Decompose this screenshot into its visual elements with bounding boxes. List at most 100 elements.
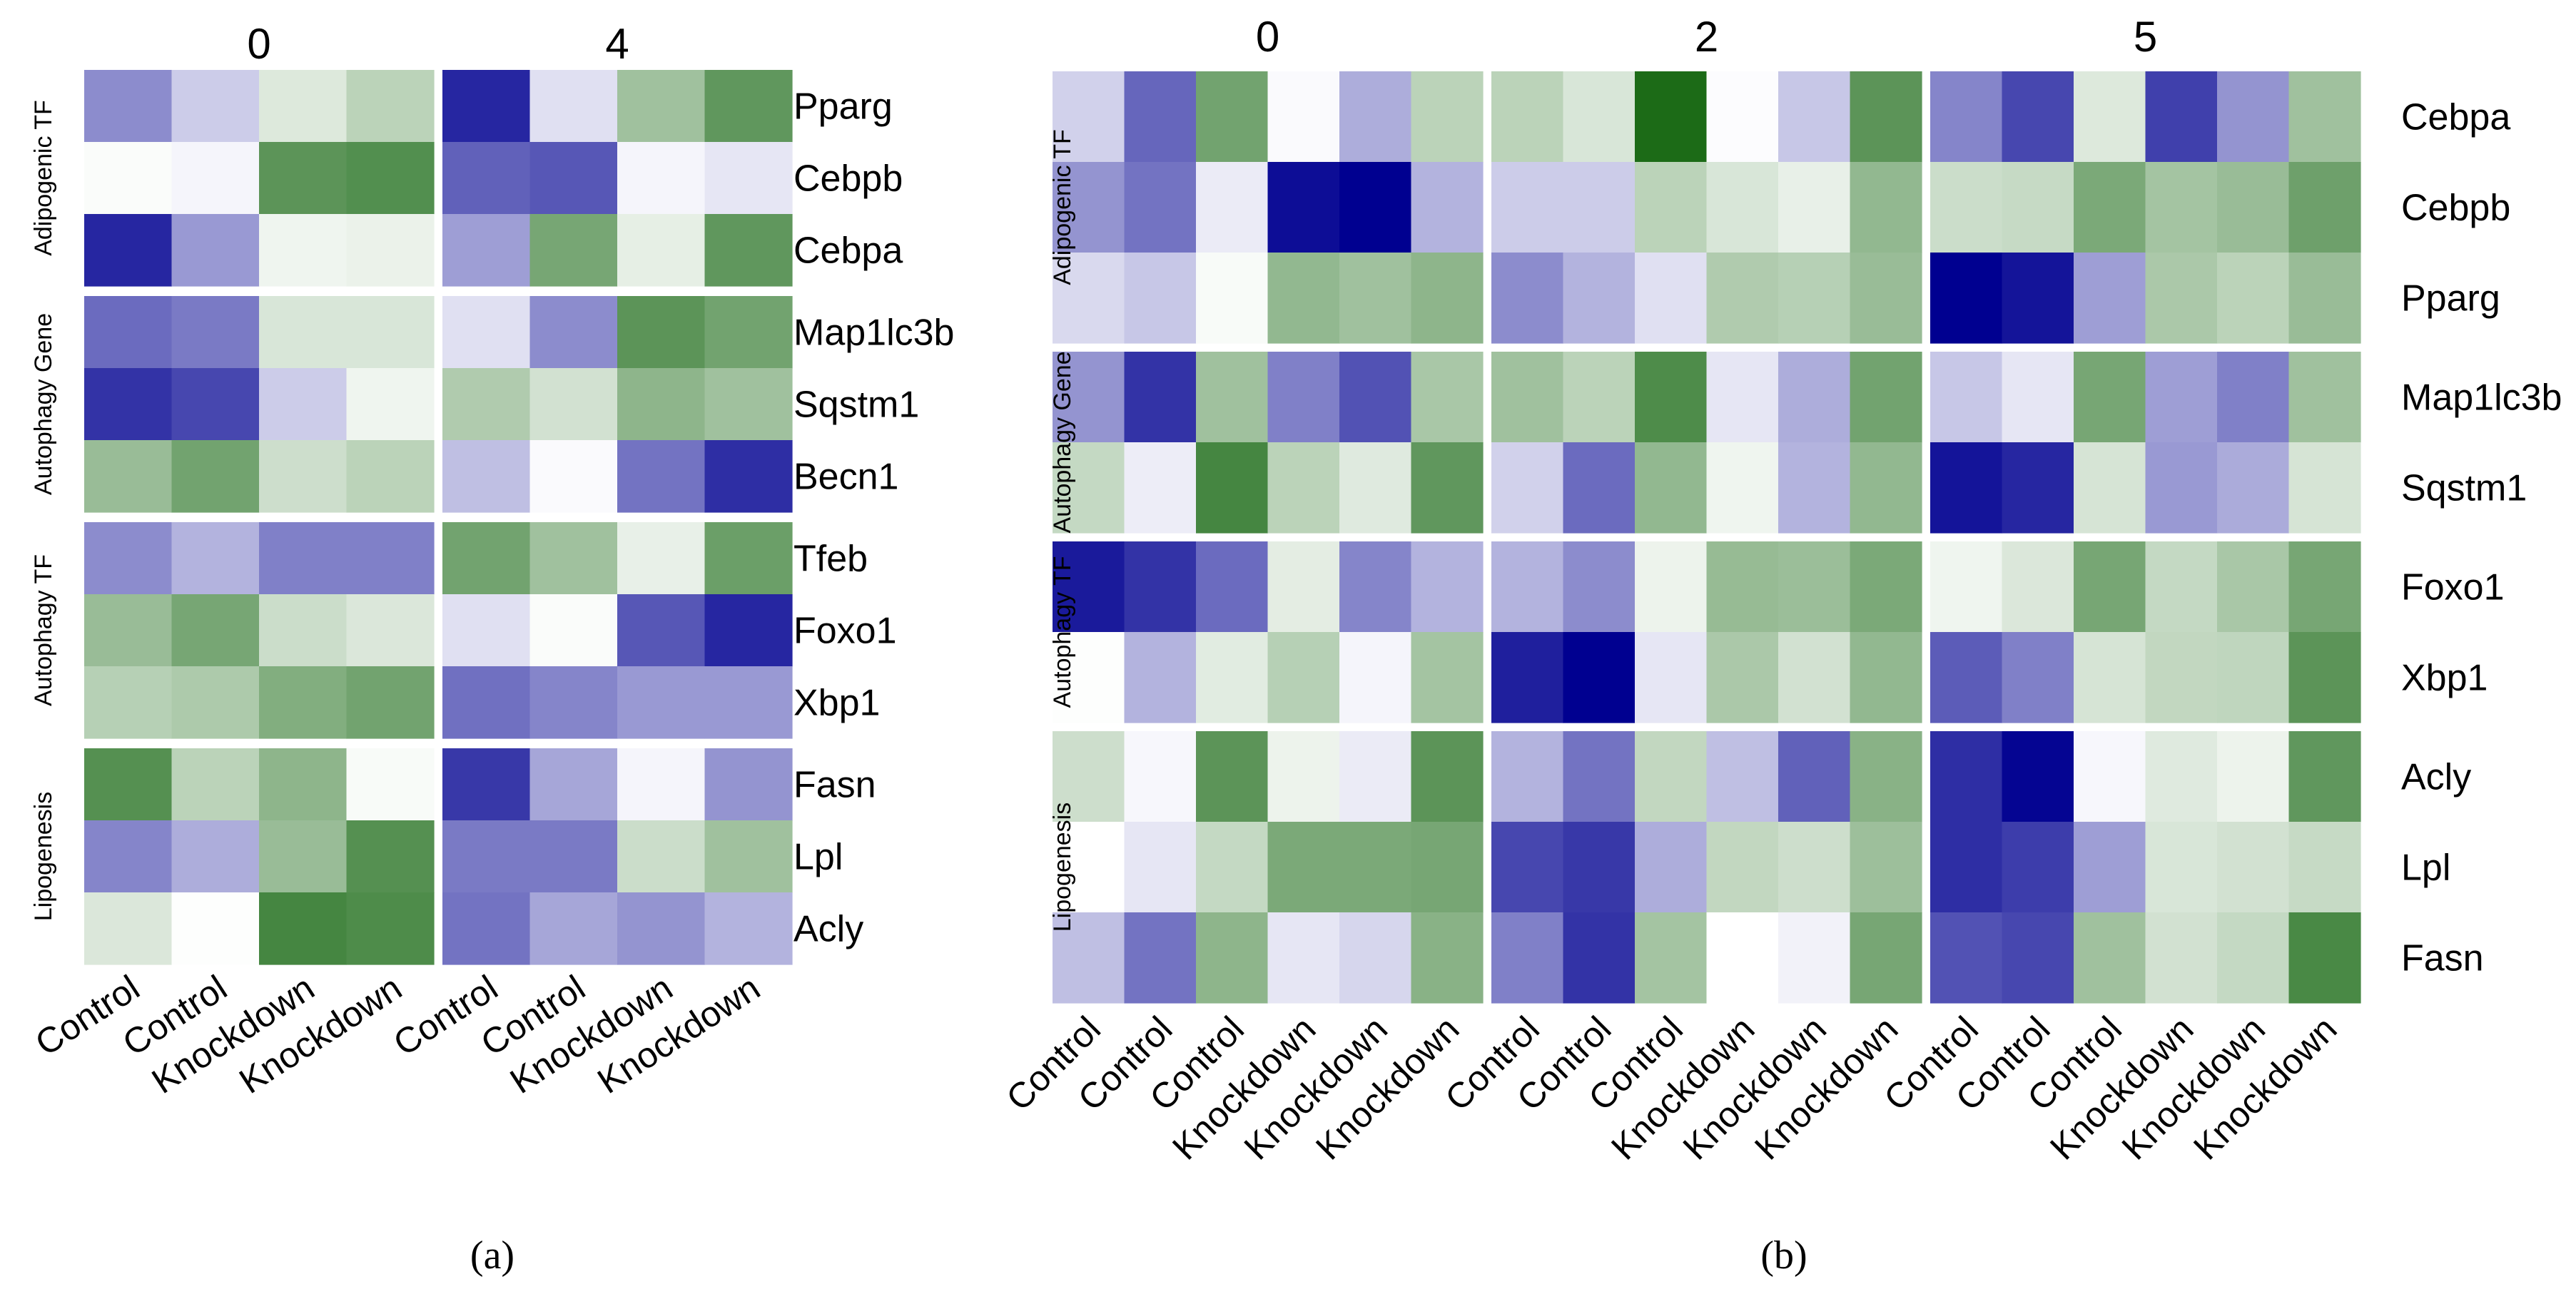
heatmap-cell xyxy=(1706,442,1779,534)
heatmap-panel-b: 0 2 5 Cebpa Cebpb Pparg Adipogenic TF Map1lc3b S… xyxy=(998,13,2562,1278)
heatmap-cell xyxy=(1267,352,1340,443)
group-label: Adipogenic TF xyxy=(30,100,57,256)
heatmap-cell xyxy=(1339,541,1412,633)
heatmap-cell xyxy=(1706,162,1779,253)
heatmap-cell xyxy=(1339,352,1412,443)
gene-label: Acly xyxy=(793,909,863,950)
heatmap-cell xyxy=(259,296,348,369)
heatmap-cell xyxy=(704,214,793,287)
heatmap-cell xyxy=(704,522,793,595)
group-label: Autophagy Gene xyxy=(30,313,57,495)
heatmap-cell xyxy=(1930,162,2003,253)
heatmap-cell xyxy=(1850,731,1922,822)
heatmap-cell xyxy=(1563,541,1636,633)
gene-label: Cebpb xyxy=(793,158,903,200)
heatmap-cell xyxy=(442,522,531,595)
heatmap-cell xyxy=(84,440,173,513)
heatmap-cell xyxy=(1411,162,1484,253)
heatmap-cell xyxy=(529,522,618,595)
heatmap-cell xyxy=(529,748,618,821)
heatmap-cell xyxy=(1930,541,2003,633)
heatmap-cell xyxy=(259,522,348,595)
heatmap-cell xyxy=(171,892,260,965)
heatmap-cell xyxy=(1411,253,1484,344)
heatmap-cell xyxy=(442,70,531,143)
heatmap-cell xyxy=(704,142,793,215)
heatmap-cell xyxy=(1124,253,1197,344)
heatmap-cell xyxy=(346,594,435,667)
heatmap-cell xyxy=(2217,912,2290,1004)
heatmap-cell xyxy=(346,440,435,513)
heatmap-cell xyxy=(529,368,618,441)
heatmap-cell xyxy=(171,440,260,513)
heatmap-cell xyxy=(704,820,793,893)
heatmap-cell xyxy=(1124,731,1197,822)
heatmap-cell xyxy=(1635,912,1708,1004)
heatmap-cell xyxy=(1339,71,1412,163)
heatmap-cell xyxy=(2217,442,2290,534)
heatmap-cell xyxy=(2145,632,2218,723)
gene-label: Sqstm1 xyxy=(793,384,919,426)
gene-label: Xbp1 xyxy=(793,683,880,724)
heatmap-cell xyxy=(1563,731,1636,822)
heatmap-cell xyxy=(704,70,793,143)
heatmap-cell xyxy=(1491,352,1564,443)
heatmap-cell xyxy=(1563,253,1636,344)
heatmap-cell xyxy=(1267,253,1340,344)
heatmap-cell xyxy=(84,892,173,965)
gene-label: Foxo1 xyxy=(2401,567,2505,608)
heatmap-cell xyxy=(346,666,435,739)
heatmap-cell xyxy=(171,368,260,441)
heatmap-cell xyxy=(2217,71,2290,163)
heatmap-cell xyxy=(529,440,618,513)
heatmap-cell xyxy=(2074,71,2146,163)
heatmap-cell xyxy=(1411,731,1484,822)
heatmap-cell xyxy=(1706,352,1779,443)
heatmap-cell xyxy=(2002,541,2074,633)
heatmap-cell xyxy=(1491,731,1564,822)
heatmap-cell xyxy=(259,666,348,739)
heatmap-cell xyxy=(1706,253,1779,344)
heatmap-cell xyxy=(442,820,531,893)
group-label: Autophagy TF xyxy=(1049,556,1076,708)
heatmap-cell xyxy=(1563,442,1636,534)
heatmap-cell xyxy=(2288,162,2361,253)
heatmap-cell xyxy=(617,892,706,965)
heatmap-cell xyxy=(1778,442,1851,534)
heatmap-cell xyxy=(2288,822,2361,913)
heatmap-cell xyxy=(704,440,793,513)
heatmap-cell xyxy=(1267,541,1340,633)
heatmap-cell xyxy=(1778,253,1851,344)
heatmap-cell xyxy=(1124,352,1197,443)
group-label: Lipogenesis xyxy=(30,792,57,921)
group-label: Adipogenic TF xyxy=(1049,129,1076,285)
heatmap-cell xyxy=(529,142,618,215)
heatmap-cell xyxy=(442,892,531,965)
heatmap-cell xyxy=(1706,71,1779,163)
gene-label: Xbp1 xyxy=(2401,658,2488,699)
heatmap-cell xyxy=(1706,541,1779,633)
timepoint-title: 0 xyxy=(247,20,270,68)
heatmap-cell xyxy=(2074,731,2146,822)
heatmap-cell xyxy=(1124,71,1197,163)
heatmap-cell xyxy=(1930,632,2003,723)
gene-label: Pparg xyxy=(793,86,893,128)
heatmap-cell xyxy=(2217,352,2290,443)
heatmap-cell xyxy=(1635,731,1708,822)
heatmap-cell xyxy=(704,594,793,667)
heatmap-cell xyxy=(442,594,531,667)
heatmap-cell xyxy=(442,296,531,369)
heatmap-cell xyxy=(2002,162,2074,253)
heatmap-cell xyxy=(1196,822,1269,913)
heatmap-cell xyxy=(2074,442,2146,534)
heatmap-cell xyxy=(1411,541,1484,633)
heatmap-cell xyxy=(2145,442,2218,534)
heatmap-cell xyxy=(259,892,348,965)
heatmap-cell xyxy=(1563,822,1636,913)
gene-label: Pparg xyxy=(2401,278,2500,320)
heatmap-cell xyxy=(1124,162,1197,253)
heatmap-cell xyxy=(1053,71,1125,163)
heatmap-cell xyxy=(1635,352,1708,443)
panel-caption: (a) xyxy=(470,1233,514,1278)
heatmap-cell xyxy=(2288,632,2361,723)
